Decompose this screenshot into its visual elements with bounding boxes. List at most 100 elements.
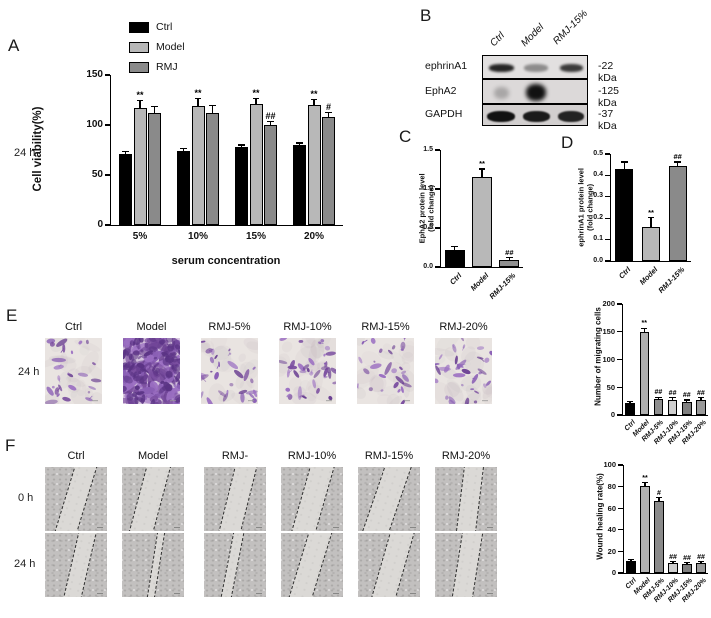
panel-e-time-label: 24 h	[18, 366, 40, 378]
error-bar-cap	[194, 97, 202, 99]
error-bar-stem	[508, 258, 510, 260]
significance-label: **	[641, 320, 647, 328]
scale-bar	[333, 526, 339, 528]
cell-viability-chart: 0 50 100 150 5% 10% 15% 20% ** ** ** ## ** #	[86, 69, 343, 242]
blot-row-box	[482, 79, 588, 104]
bar	[499, 259, 520, 267]
wound-scratch-band	[368, 533, 419, 597]
error-bar-stem	[671, 398, 674, 401]
scale-bar	[174, 592, 180, 594]
y-axis-tick	[618, 550, 623, 552]
error-bar-cap	[122, 150, 129, 152]
y-axis-tick-label: 0	[611, 568, 616, 578]
error-bar-stem	[657, 397, 659, 400]
wound-image	[204, 533, 266, 597]
error-bar-stem	[481, 169, 483, 178]
significance-label: ##	[697, 389, 705, 397]
x-category-label: 5%	[132, 231, 148, 242]
legend-swatch	[129, 61, 149, 73]
wound-image	[45, 533, 107, 597]
panel-f-time-label-0h: 0 h	[18, 492, 34, 504]
y-axis-tick-label: 0.3	[593, 192, 603, 200]
wound-scratch-band	[60, 533, 100, 597]
wound-scratch-band	[126, 467, 175, 531]
wound-image	[435, 533, 497, 597]
transwell-column-label: RMJ-15%	[361, 321, 410, 333]
error-bar-cap	[621, 161, 628, 163]
bar	[472, 177, 492, 267]
significance-label: ##	[668, 389, 677, 397]
transwell-column-label: RMJ-20%	[439, 321, 488, 333]
y-axis-tick	[605, 153, 610, 155]
error-bar-stem	[255, 99, 257, 104]
y-axis-tick-label: 20	[607, 546, 616, 556]
legend-label: RMJ	[156, 61, 178, 73]
blot-band	[524, 64, 548, 72]
blot-row-box	[482, 55, 588, 79]
transwell-column-label: Model	[136, 321, 167, 333]
blot-lane-label: RMJ-15%	[551, 8, 591, 47]
wound-column-label: RMJ-20%	[441, 450, 491, 462]
error-bar-stem	[658, 498, 660, 501]
panel-d-y-title-line1: ephrinA1 protein level	[576, 167, 586, 247]
blot-row-box	[482, 104, 588, 126]
y-axis-tick	[618, 507, 623, 509]
error-bar-stem	[153, 107, 156, 113]
blot-weight-label: -22 kDa	[598, 60, 617, 84]
y-axis-tick	[435, 188, 440, 190]
panel-a-label: A	[8, 36, 20, 55]
error-bar-stem	[629, 401, 631, 403]
legend-entry: Model	[129, 41, 185, 53]
bar	[668, 165, 687, 261]
scale-bar	[174, 526, 180, 528]
significance-label: ##	[673, 152, 682, 162]
wound-scratch-band	[217, 533, 247, 597]
scale-bar	[333, 592, 339, 594]
y-axis-tick-label: 0	[610, 410, 615, 420]
wound-column-label: Ctrl	[67, 450, 85, 462]
error-bar-cap	[626, 400, 634, 402]
panel-c-y-title-line2: (fold change)	[427, 184, 436, 232]
bar	[653, 399, 664, 415]
error-bar-cap	[451, 245, 458, 247]
x-category-label: 10%	[187, 231, 208, 242]
significance-label: ##	[669, 553, 677, 561]
wound-image	[358, 533, 420, 597]
ephrina1-protein-chart: 0.0 0.1 0.2 0.3 0.4 0.5 Ctrl Model RMJ-15% ** ##	[593, 150, 691, 295]
blot-band	[488, 64, 514, 72]
significance-label: ##	[505, 247, 514, 257]
error-bar-cap	[310, 98, 318, 100]
y-axis-tick-label: 0.0	[593, 256, 603, 264]
legend-entry: Ctrl	[129, 21, 185, 33]
wound-image	[435, 467, 497, 531]
legend-label: Model	[156, 41, 185, 53]
y-axis-tick-label: 0.2	[593, 213, 603, 221]
error-bar-cap	[669, 561, 677, 563]
wound-healing-chart: 0 20 40 60 80 100 Ctrl Model RMJ-5% RMJ-10% RMJ-15…	[603, 460, 708, 604]
bar	[639, 331, 649, 415]
bar	[640, 485, 650, 573]
y-axis-tick	[617, 358, 622, 361]
y-axis-tick-label: 200	[602, 299, 615, 309]
error-bar-cap	[697, 397, 705, 399]
transwell-image	[45, 338, 102, 404]
error-bar-cap	[697, 561, 705, 563]
error-bar-stem	[623, 162, 625, 169]
significance-label: **	[194, 87, 202, 98]
legend-swatch	[129, 21, 149, 33]
y-axis-tick-label: 150	[602, 327, 615, 337]
legend-label: Ctrl	[156, 21, 173, 33]
y-axis-tick	[435, 227, 440, 229]
legend-entry: RMJ	[129, 61, 185, 73]
bar	[682, 564, 692, 573]
error-bar-cap	[151, 105, 158, 107]
panel-e-label: E	[6, 306, 18, 325]
panel-c-y-axis-title: EphA2 protein level (fold change)	[418, 148, 437, 268]
blot-protein-label: GAPDH	[425, 108, 463, 120]
transwell-column-label: Ctrl	[64, 321, 83, 333]
error-bar-stem	[240, 145, 243, 147]
error-bar-cap	[325, 111, 332, 113]
scale-bar	[410, 592, 416, 594]
y-axis-tick	[605, 196, 610, 198]
